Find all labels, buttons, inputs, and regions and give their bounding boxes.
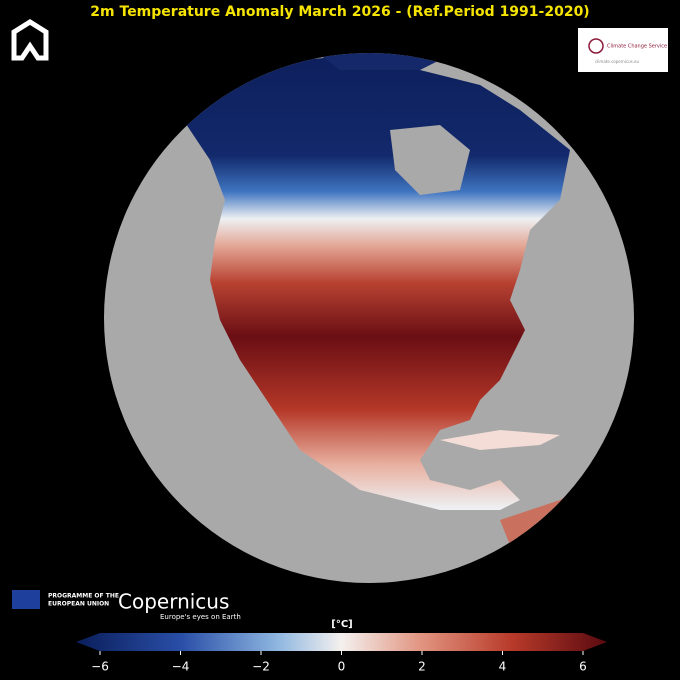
copernicus-tagline: Europe's eyes on Earth: [160, 613, 241, 621]
c3s-icon: [588, 38, 604, 54]
colorbar: [76, 633, 607, 651]
colorbar-tick-label: −4: [172, 660, 190, 674]
c3s-url: climate.copernicus.eu: [595, 59, 639, 64]
c3s-logo: [578, 28, 668, 72]
colorbar-tick-label: 0: [338, 660, 346, 674]
colorbar-tick-label: 4: [499, 660, 507, 674]
colorbar-tick-label: 2: [418, 660, 426, 674]
colorbar-tick-label: 6: [579, 660, 587, 674]
c3s-name: Climate Change Service: [607, 44, 667, 50]
eu-flag: [12, 590, 40, 609]
colorbar-tick-label: −2: [252, 660, 270, 674]
copernicus-name: Copernicus: [118, 590, 229, 614]
app-logo: [11, 19, 49, 61]
colorbar-tick-label: −6: [91, 660, 109, 674]
eu-text-1: PROGRAMME OF THE: [48, 593, 119, 600]
colorbar-label: [°C]: [331, 619, 352, 630]
eu-text-2: EUROPEAN UNION: [48, 601, 109, 608]
title: 2m Temperature Anomaly March 2026 - (Ref…: [90, 4, 589, 20]
